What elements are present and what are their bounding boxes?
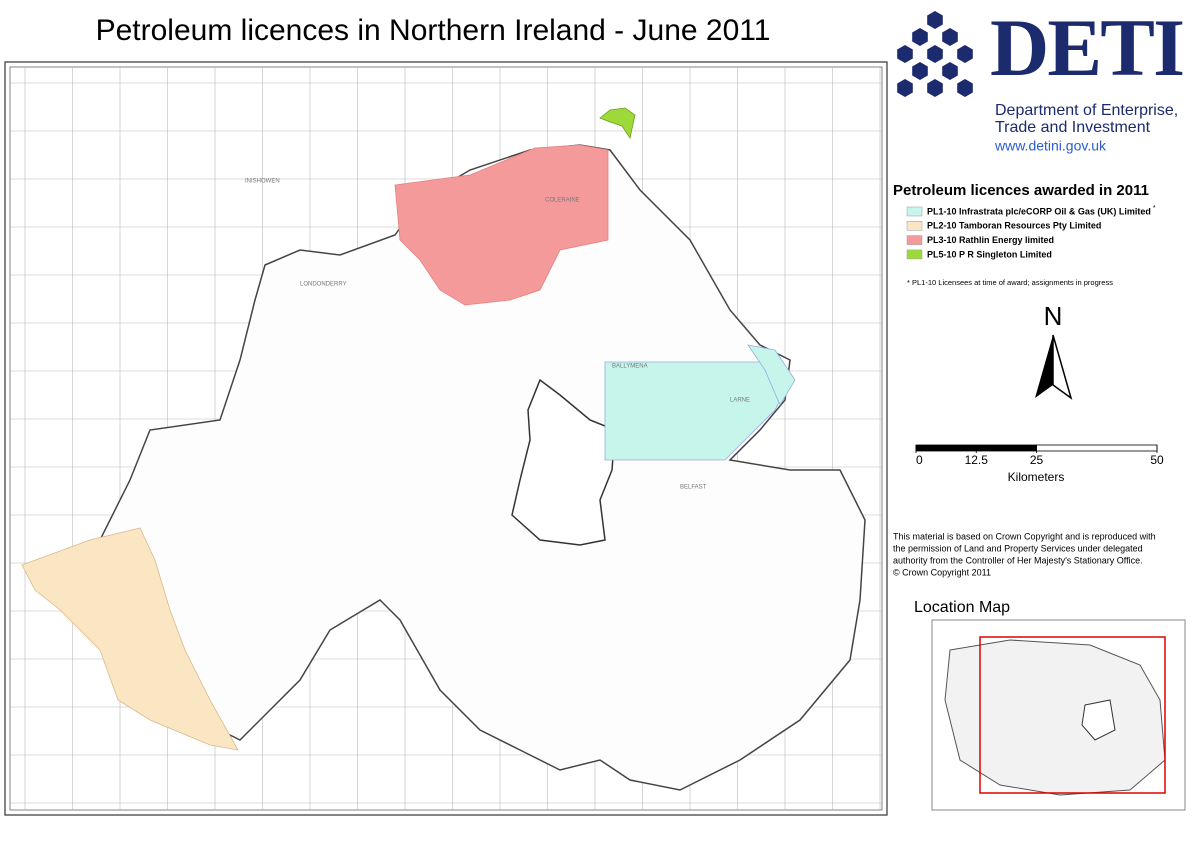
legend-marker: *: [1153, 205, 1156, 212]
logo-hexagon: [927, 79, 943, 97]
north-arrow-right: [1052, 334, 1073, 400]
logo-line: Trade and Investment: [995, 119, 1151, 136]
north-arrow-left: [1035, 335, 1053, 398]
logo-hexagon: [897, 79, 913, 97]
location-map-land: [944, 639, 1166, 796]
scale-segment: [1036, 444, 1158, 452]
scale-tick-label: 50: [1150, 453, 1164, 467]
north-arrow: N: [1035, 301, 1073, 400]
logo-hexagon: [957, 79, 973, 97]
logo-hexagon: [912, 62, 928, 80]
legend-label: PL2-10 Tamboran Resources Pty Limited: [927, 221, 1101, 231]
legend-title: Petroleum licences awarded in 2011: [893, 182, 1149, 199]
logo-hexagon: [957, 45, 973, 63]
copyright-line: © Crown Copyright 2011: [893, 567, 991, 577]
licence-pl1-10-lough: [747, 344, 796, 406]
logo-hexagon: [927, 11, 943, 29]
licence-pl2-10: [21, 527, 239, 751]
scale-bar: 0 12.5 25 50: [915, 444, 1164, 467]
logo-hexagon: [897, 45, 913, 63]
location-map: [931, 619, 1186, 811]
scale-tick-label: 12.5: [965, 453, 989, 467]
place-label: BALLYMENA: [612, 364, 648, 370]
scale-tick-label: 25: [1030, 453, 1044, 467]
logo-url[interactable]: www.detini.gov.uk: [994, 138, 1107, 154]
scale-unit: Kilometers: [1008, 470, 1065, 484]
logo-line: Department of Enterprise,: [995, 102, 1178, 119]
place-label: COLERAINE: [545, 198, 580, 204]
legend-swatch: [906, 235, 923, 245]
legend-swatch: [906, 249, 923, 260]
map-inner-frame: [9, 66, 883, 811]
location-map-lough: [1081, 699, 1116, 741]
copyright-line: authority from the Controller of Her Maj…: [893, 555, 1143, 565]
lough-neagh: [511, 378, 616, 546]
legend-swatch: [906, 206, 923, 217]
legend: PL1-10 Infrastrata plc/eCORP Oil & Gas (…: [906, 205, 1156, 260]
legend-label: PL3-10 Rathlin Energy limited: [927, 235, 1054, 245]
location-map-title: Location Map: [914, 599, 1010, 616]
legend-label: PL1-10 Infrastrata plc/eCORP Oil & Gas (…: [927, 206, 1151, 216]
title: Petroleum licences in Northern Ireland -…: [96, 14, 771, 47]
logo-name: DETI: [990, 2, 1185, 93]
scale-tick-label: 0: [916, 453, 923, 467]
logo: DETI Department of Enterprise, Trade and…: [897, 2, 1185, 154]
legend-label: PL5-10 P R Singleton Limited: [927, 249, 1052, 259]
north-label: N: [1044, 301, 1063, 331]
legend-swatch: [906, 221, 923, 231]
copyright-line: This material is based on Crown Copyrigh…: [893, 531, 1156, 541]
place-label: BELFAST: [680, 485, 707, 491]
location-map-extent: [979, 636, 1166, 794]
legend-note: * PL1-10 Licensees at time of award; ass…: [907, 278, 1113, 287]
logo-hexagon: [942, 28, 958, 46]
scale-segment: [915, 444, 977, 452]
copyright: This material is based on Crown Copyrigh…: [893, 531, 1156, 577]
licence-pl3-10: [394, 144, 609, 306]
licence-pl5-10: [599, 107, 636, 140]
logo-hexagons: [897, 11, 973, 97]
logo-hexagon: [942, 62, 958, 80]
copyright-line: the permission of Land and Property Serv…: [893, 543, 1143, 553]
place-label: LARNE: [730, 398, 750, 404]
place-label: INISHOWEN: [245, 179, 280, 185]
place-label: LONDONDERRY: [300, 282, 347, 288]
map: INISHOWEN LONDONDERRY BALLYMENA BELFAST …: [4, 61, 888, 816]
scale-segment: [975, 444, 1037, 452]
logo-hexagon: [912, 28, 928, 46]
logo-hexagon: [927, 45, 943, 63]
